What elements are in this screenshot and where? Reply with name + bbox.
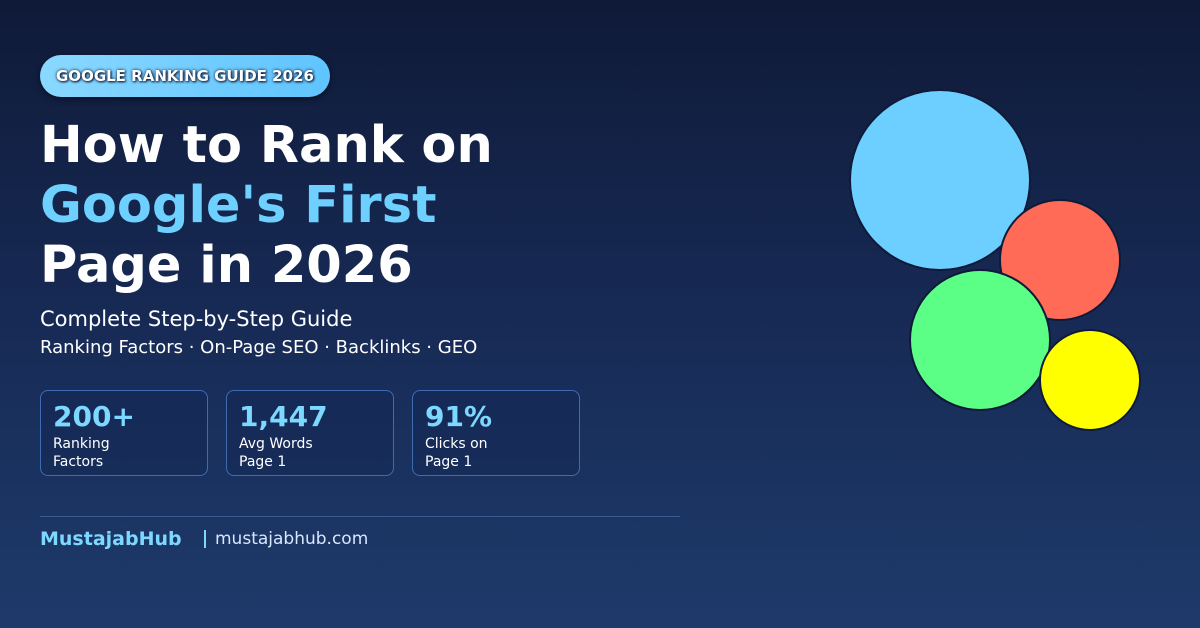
brand: MustajabHub: [40, 528, 182, 550]
stat-label: Clicks on: [425, 436, 488, 452]
stat-card: 200+ Ranking Factors: [40, 390, 208, 476]
stat-label: Ranking: [53, 436, 110, 452]
stat-label: Page 1: [425, 454, 473, 470]
stat-value: 200+: [53, 400, 135, 433]
url: mustajabhub.com: [204, 530, 368, 548]
stat-value: 1,447: [239, 400, 328, 433]
title: How to Rank on Google's First Page in 20…: [40, 116, 493, 296]
title-line: How to Rank on: [40, 116, 493, 175]
badge: GOOGLE RANKING GUIDE 2026: [40, 55, 330, 97]
stat-label: Avg Words: [239, 436, 313, 452]
title-line: Page in 2026: [40, 236, 413, 295]
topics: Ranking Factors · On-Page SEO · Backlink…: [40, 337, 478, 358]
circle-green: [909, 269, 1051, 411]
circle-blue: [849, 89, 1031, 271]
circle-yellow: [1039, 329, 1141, 431]
subtitle: Complete Step-by-Step Guide: [40, 307, 353, 331]
decoration: [849, 89, 1141, 431]
stat-card: 1,447 Avg Words Page 1: [226, 390, 394, 476]
divider: [40, 516, 680, 517]
stat-label: Page 1: [239, 454, 287, 470]
stat-card: 91% Clicks on Page 1: [412, 390, 580, 476]
stat-value: 91%: [425, 400, 493, 433]
title-line: Google's First: [40, 176, 437, 235]
stat-label: Factors: [53, 454, 104, 470]
